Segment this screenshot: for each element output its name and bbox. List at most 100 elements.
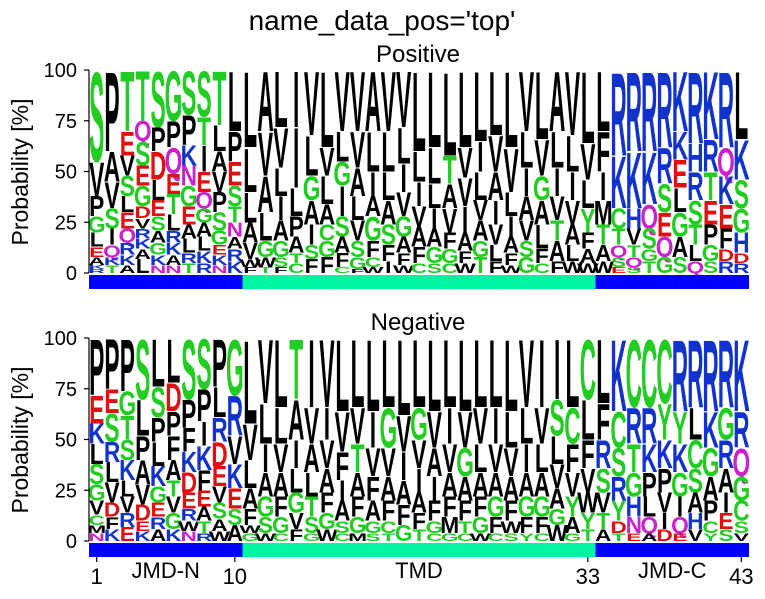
logo-letter: I [447, 398, 453, 455]
y-tick-label: 0 [66, 531, 77, 553]
logo-letter: P [657, 463, 672, 501]
region-label: JMD-N [132, 558, 200, 583]
logo-letter: F [458, 496, 472, 527]
x-tick-label: 10 [223, 564, 247, 589]
logo-letter: V [319, 432, 334, 476]
logo-letter: L [550, 428, 564, 472]
logo-letter: S [150, 56, 165, 144]
logo-letter: S [304, 512, 319, 538]
logo-letter: F [519, 512, 533, 538]
logo-letter: I [308, 220, 314, 251]
logo-letter: I [339, 179, 345, 226]
logo-letter: G [518, 492, 536, 523]
logo-letter: W [577, 261, 599, 277]
logo-letter: G [533, 492, 551, 523]
logo-letter: M [440, 512, 459, 538]
logo-letter: L [105, 458, 119, 489]
logo-letter: D [135, 500, 151, 526]
logo-letter: F [473, 492, 487, 523]
logo-letter: L [381, 320, 395, 427]
logo-letter: L [581, 51, 595, 166]
logo-letter: I [554, 160, 560, 204]
logo-letter: Y [519, 531, 534, 544]
logo-letter: L [335, 124, 349, 171]
logo-letter: G [564, 531, 582, 544]
logo-letter: L [443, 320, 457, 427]
logo-letter: L [642, 492, 656, 523]
logo-letter: S [688, 195, 703, 233]
logo-letter: A [503, 232, 519, 258]
logo-letter: P [197, 379, 212, 431]
logo-letter: R [656, 138, 672, 195]
logo-letter: V [135, 480, 150, 511]
logo-letter: L [243, 453, 257, 497]
logo-letter: G [702, 440, 720, 484]
logo-letter: A [165, 456, 181, 487]
logo-letter: V [519, 320, 534, 427]
logo-letter: Q [134, 117, 152, 148]
logo-letter: L [120, 475, 134, 501]
logo-letter: N [88, 531, 104, 544]
logo-letter: L [90, 229, 104, 251]
y-axis-label-negative: Probability [%] [7, 366, 33, 513]
logo-letter: V [350, 56, 365, 150]
logo-letter: V [319, 140, 334, 184]
logo-letter: R [135, 227, 152, 243]
logo-letter: W [239, 257, 261, 270]
logo-letter: L [427, 138, 441, 195]
logo-letter: A [457, 471, 473, 509]
logo-letter: A [534, 467, 550, 505]
logo-letter: G [487, 492, 505, 523]
logo-letter: A [549, 56, 565, 150]
logo-letter: V [335, 56, 350, 150]
logo-letter: F [397, 500, 411, 531]
logo-letter: R [610, 471, 626, 509]
logo-letter: F [381, 496, 395, 527]
logo-letter: P [212, 188, 227, 219]
logo-letter: L [351, 320, 365, 427]
logo-letter: S [120, 436, 135, 467]
region-label: JMD-C [638, 558, 707, 583]
logo-letter: C [380, 518, 396, 537]
logo-letter: G [533, 171, 551, 209]
logo-letter: L [412, 144, 426, 191]
logo-letter: A [380, 195, 396, 233]
logo-letter: W [255, 531, 277, 544]
logo-letter: R [641, 50, 657, 176]
logo-letter: Q [625, 255, 643, 271]
logo-letter: L [151, 176, 165, 207]
logo-letter: G [732, 471, 750, 509]
logo-letter: G [149, 481, 167, 507]
logo-letter: T [305, 492, 319, 523]
logo-letter: G [732, 203, 750, 241]
logo-letter: Q [640, 199, 658, 237]
logo-letter: A [273, 467, 289, 505]
logo-letter: I [293, 118, 299, 181]
logo-letter: A [303, 436, 319, 480]
logo-letter: V [396, 187, 412, 225]
logo-letter: Q [119, 225, 137, 247]
logo-letter: L [136, 390, 150, 447]
logo-letter: A [718, 463, 734, 501]
logo-letter: A [426, 440, 442, 484]
logo-letter: C [334, 265, 350, 275]
logo-letter: F [550, 259, 564, 278]
logo-letter: W [500, 518, 522, 537]
logo-letter: G [119, 386, 137, 424]
logo-letter: K [135, 529, 152, 545]
y-ticks-positive: 0 25 50 75 100 [44, 60, 89, 285]
region-bar-segment [89, 543, 243, 557]
logo-letter: V [350, 398, 366, 455]
logo-letter: Y [703, 531, 718, 544]
logo-letter: G [717, 398, 735, 450]
logo-letter: V [657, 488, 672, 519]
y-axis-label-positive: Probability [%] [7, 98, 33, 245]
region-bar-segment [595, 543, 749, 557]
y-tick-label: 100 [44, 328, 77, 350]
logo-letter: S [197, 325, 212, 404]
logo-letter: G [671, 207, 689, 245]
logo-letter: L [458, 319, 472, 434]
logo-letter: Q [656, 232, 674, 263]
logo-letter: A [580, 245, 596, 267]
